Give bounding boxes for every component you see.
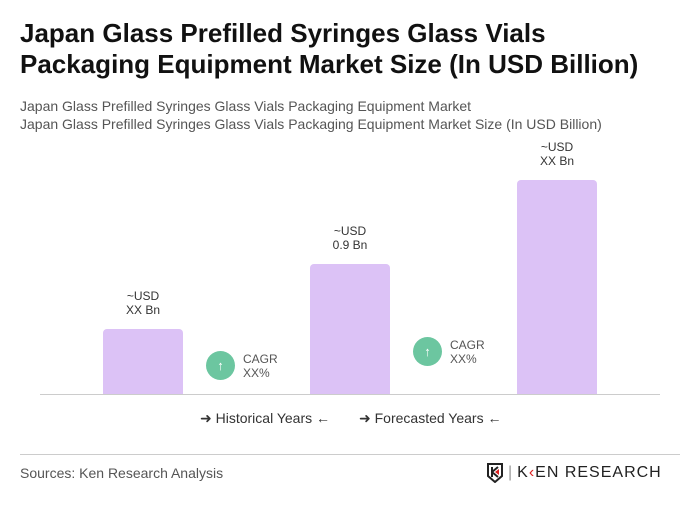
cagr-value: XX% — [450, 351, 477, 366]
bar — [310, 264, 390, 394]
subtitle-2: Japan Glass Prefilled Syringes Glass Via… — [20, 116, 602, 132]
cagr-badge: ↑ CAGR XX% — [413, 337, 485, 366]
page-title: Japan Glass Prefilled Syringes Glass Via… — [20, 18, 639, 79]
data-label: ~USD XX Bn — [517, 140, 597, 168]
divider — [20, 454, 680, 455]
cagr-label: CAGR — [450, 337, 485, 352]
bar — [103, 329, 183, 394]
data-label-line: ~USD — [126, 289, 160, 303]
ken-research-logo: | K‹EN RESEARCH — [486, 463, 662, 483]
cagr-label: CAGR — [243, 351, 278, 366]
logo-icon — [487, 463, 503, 483]
data-label-line: ~USD — [540, 140, 574, 155]
arrow-up-icon: ↑ — [206, 351, 235, 380]
source-text: Sources: Ken Research Analysis — [20, 465, 224, 481]
bar — [517, 180, 597, 394]
legend-historical: ➜ Historical Years ← — [200, 410, 331, 426]
cagr-value: XX% — [243, 365, 270, 380]
data-label-line: 0.9 Bn — [332, 238, 368, 252]
legend-label: Forecasted Years — [374, 410, 484, 426]
data-label: ~USD XX Bn — [103, 289, 183, 317]
arrow-up-icon: ↑ — [413, 337, 442, 366]
legend-forecasted: ➜ Forecasted Years ← — [359, 410, 502, 426]
subtitle: Japan Glass Prefilled Syringes Glass Via… — [20, 98, 472, 114]
data-label: ~USD 0.9 Bn — [310, 224, 390, 252]
data-label-line: XX Bn — [539, 154, 575, 169]
data-label-line: XX Bn — [125, 303, 161, 317]
cagr-badge: ↑ CAGR XX% — [206, 351, 278, 380]
legend-label: Historical Years — [215, 410, 313, 426]
x-axis — [40, 394, 660, 395]
data-label-line: ~USD — [333, 224, 367, 238]
